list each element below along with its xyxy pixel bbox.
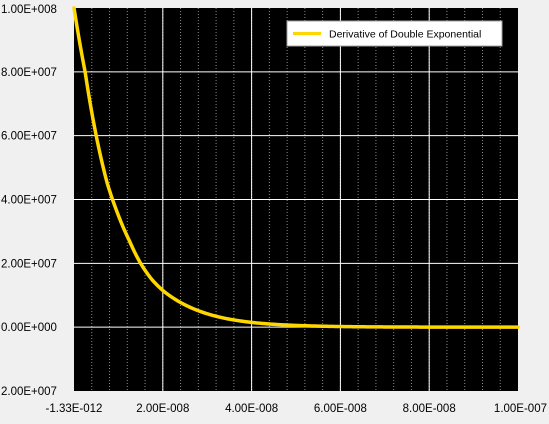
y-tick-label: 1.00E+008 (1, 4, 57, 16)
y-tick-label: 2.00E+007 (1, 258, 57, 270)
y-tick-label: 6.00E+007 (1, 131, 57, 143)
x-tick-label: 4.00E-008 (225, 403, 278, 415)
legend-box (286, 20, 503, 47)
legend: Derivative of Double Exponential (286, 20, 503, 47)
series-line-0 (72, 6, 520, 329)
x-tick-label: 6.00E-008 (314, 403, 367, 415)
y-tick-labels: 1.00E+008 8.00E+007 6.00E+007 4.00E+007 2.00… (1, 4, 57, 398)
legend-entry-label: Derivative of Double Exponential (329, 29, 481, 41)
x-tick-labels: -1.33E-012 2.00E-008 4.00E-008 6.00E-008 8.0… (46, 403, 547, 415)
series-layer (72, 6, 520, 329)
y-tick-label: 0.00E+000 (1, 322, 57, 334)
x-tick-label: -1.33E-012 (46, 403, 103, 415)
x-tick-label: 8.00E-008 (403, 403, 456, 415)
x-tick-label: 1.00E-007 (494, 403, 547, 415)
y-tick-label: 2.00E+007 (1, 386, 57, 398)
y-tick-label: 8.00E+007 (1, 67, 57, 79)
x-tick-label: 2.00E-008 (136, 403, 189, 415)
y-tick-label: 4.00E+007 (1, 195, 57, 207)
